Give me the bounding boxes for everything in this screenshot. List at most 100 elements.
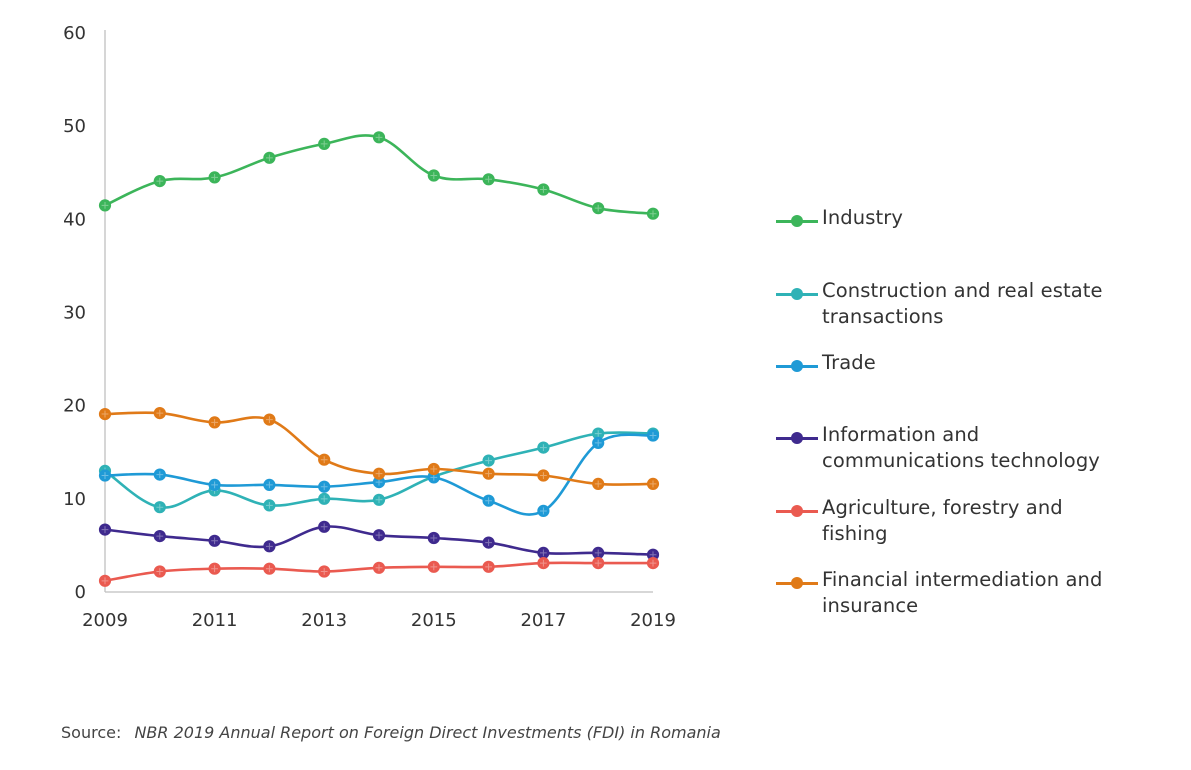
data-point (208, 171, 221, 184)
data-point-glint (485, 175, 492, 183)
data-point-glint (485, 457, 492, 465)
data-point (646, 429, 660, 442)
data-point (372, 493, 386, 506)
y-tick-label: 50 (63, 116, 86, 137)
data-point-glint (266, 542, 273, 550)
data-point (208, 534, 221, 547)
data-point-glint (540, 549, 547, 557)
legend-dot (791, 432, 803, 444)
data-point-glint (594, 559, 602, 567)
data-point-glint (485, 539, 492, 547)
data-point-glint (594, 204, 602, 212)
data-point (427, 462, 440, 476)
legend-marker (776, 575, 818, 591)
data-point (372, 529, 386, 542)
data-point (263, 478, 276, 491)
data-point (482, 494, 495, 507)
data-point-glint (101, 577, 109, 585)
legend-label: Agriculture, forestry and fishing (822, 495, 1162, 547)
data-point-glint (320, 568, 328, 575)
legend-label-line: Industry (822, 206, 904, 229)
data-point-glint (375, 564, 383, 572)
series-5 (98, 557, 660, 587)
legend-label: Industry (822, 205, 1162, 231)
data-point-glint (485, 563, 492, 571)
data-point-glint (320, 495, 328, 503)
data-point-glint (211, 419, 218, 426)
data-point (318, 480, 331, 493)
legend-label: Financial intermediation and insurance (822, 567, 1162, 619)
legend-dot (791, 215, 803, 227)
legend-marker (776, 286, 818, 302)
legend-label-line: transactions (822, 305, 944, 328)
legend-label-line: insurance (822, 594, 919, 617)
x-tick-label: 2013 (301, 610, 347, 631)
data-point (153, 530, 166, 543)
data-point-glint (266, 501, 273, 509)
data-point (482, 560, 495, 573)
legend-label-line: communications technology (822, 449, 1100, 472)
x-tick-label: 2011 (192, 610, 238, 631)
data-point (98, 574, 112, 587)
data-point-glint (101, 201, 109, 209)
data-point (482, 467, 495, 480)
data-point (153, 407, 166, 420)
data-point (372, 467, 386, 480)
legend-marker (776, 430, 818, 446)
legend-marker (776, 358, 818, 374)
data-point (318, 137, 331, 150)
data-point (482, 536, 495, 549)
data-point (263, 413, 276, 426)
data-point (427, 531, 440, 545)
source-reference: NBR 2019 Annual Report on Foreign Direct… (134, 723, 721, 742)
data-point (318, 492, 331, 505)
data-point (646, 477, 660, 490)
data-point (208, 478, 221, 491)
data-point (263, 151, 276, 164)
series-line (104, 134, 654, 215)
y-tick-label: 0 (75, 582, 86, 603)
data-point-glint (430, 534, 438, 542)
data-point (482, 454, 495, 467)
y-tick-label: 10 (63, 489, 86, 510)
data-point (153, 501, 166, 514)
data-point (537, 504, 550, 517)
data-point-glint (211, 481, 218, 489)
series-4 (98, 520, 660, 561)
data-point (427, 560, 440, 573)
data-point-glint (540, 472, 547, 479)
data-point (263, 540, 276, 553)
data-point (263, 562, 276, 575)
data-point-glint (430, 474, 438, 481)
source-note: Source: NBR 2019 Annual Report on Foreig… (61, 723, 721, 742)
data-point-glint (375, 496, 383, 504)
legend-label: Information and communications technology (822, 422, 1162, 474)
data-point (592, 436, 605, 449)
data-point (208, 562, 221, 575)
legend-dot (791, 360, 803, 372)
data-point (592, 477, 605, 490)
data-point-glint (156, 532, 164, 540)
data-point (318, 565, 331, 578)
data-point-glint (594, 430, 602, 438)
data-point-glint (156, 177, 164, 185)
data-point (153, 175, 166, 188)
data-point-glint (540, 507, 547, 515)
legend-marker (776, 213, 818, 229)
legend-label-line: Agriculture, forestry and (822, 496, 1063, 519)
data-point (98, 199, 112, 212)
data-point-glint (430, 563, 438, 571)
legend-dot (791, 505, 803, 517)
data-point-glint (375, 470, 383, 478)
chart-legend: Industry Construction and real estate tran… (776, 0, 1186, 640)
data-point (482, 173, 495, 186)
data-point (372, 131, 386, 144)
y-tick-label: 60 (63, 23, 86, 44)
y-tick-label: 30 (63, 303, 86, 324)
data-point-glint (375, 133, 383, 141)
data-point-glint (485, 470, 492, 478)
data-point (153, 565, 166, 578)
data-point (592, 202, 605, 215)
source-label: Source: (61, 723, 122, 742)
